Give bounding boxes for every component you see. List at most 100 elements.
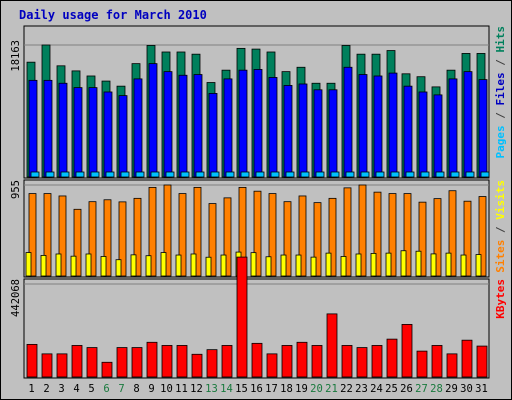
visits-bar — [85, 253, 92, 277]
x-tick-label: 15 — [235, 383, 248, 395]
sites-bar — [103, 199, 112, 277]
files-bar — [73, 87, 83, 178]
x-tick-label: 7 — [118, 383, 124, 395]
files-bar — [463, 71, 473, 178]
x-tick-label: 14 — [220, 383, 233, 395]
sites-bar — [403, 193, 412, 277]
x-tick-label: 21 — [325, 383, 338, 395]
sites-bar — [268, 193, 277, 277]
visits-bar — [385, 252, 392, 277]
sites-bar — [118, 201, 127, 277]
pages-bar — [375, 171, 385, 178]
sites-bar — [28, 193, 37, 277]
files-bar — [388, 72, 398, 178]
files-bar — [133, 78, 143, 178]
pages-bar — [450, 171, 460, 178]
kbytes-bar — [146, 341, 158, 378]
panel-2-ymax-label: 955 — [10, 180, 22, 199]
pages-bar — [465, 171, 475, 178]
kbytes-bar — [101, 361, 113, 378]
files-bar — [178, 74, 188, 178]
pages-bar — [210, 171, 220, 178]
x-tick-label: 18 — [280, 383, 293, 395]
pages-bar — [225, 171, 235, 178]
sites-bar — [343, 187, 352, 277]
files-bar — [448, 78, 458, 178]
kbytes-bar — [251, 342, 263, 378]
legend-label-part: Visits — [494, 180, 507, 220]
x-tick-label: 24 — [370, 383, 383, 395]
files-bar — [28, 79, 38, 178]
pages-bar — [270, 171, 280, 178]
visits-bar — [415, 250, 422, 277]
kbytes-bar — [56, 353, 68, 378]
x-tick-label: 23 — [355, 383, 368, 395]
visits-bar — [115, 259, 122, 277]
pages-bar — [435, 171, 445, 178]
files-bar — [433, 94, 443, 178]
files-bar — [88, 87, 98, 178]
x-tick-label: 26 — [400, 383, 413, 395]
x-tick-label: 17 — [265, 383, 278, 395]
x-tick-label: 13 — [205, 383, 218, 395]
panel-3-legend-label: KBytes — [494, 279, 507, 319]
kbytes-bar — [296, 341, 308, 378]
kbytes-bar — [461, 339, 473, 378]
x-tick-label: 11 — [175, 383, 188, 395]
pages-bar — [285, 171, 295, 178]
sites-bar — [418, 201, 427, 277]
visits-bar — [130, 254, 137, 277]
legend-label-part: Files — [494, 72, 507, 105]
x-tick-label: 12 — [190, 383, 203, 395]
files-bar — [103, 91, 113, 178]
legend-label-part: / — [494, 220, 507, 240]
kbytes-bar — [281, 345, 293, 378]
pages-bar — [150, 171, 160, 178]
kbytes-bar — [176, 345, 188, 378]
files-bar — [343, 66, 353, 178]
x-tick-label: 6 — [103, 383, 109, 395]
files-bar — [238, 69, 248, 178]
kbytes-bar — [446, 353, 458, 378]
visits-bar — [55, 253, 62, 277]
visits-bar — [475, 254, 482, 277]
visits-bar — [175, 254, 182, 277]
visits-bar — [40, 255, 47, 277]
x-tick-label: 20 — [310, 383, 323, 395]
files-bar — [163, 71, 173, 178]
files-bar — [223, 78, 233, 178]
kbytes-bar — [41, 353, 53, 378]
visits-bar — [145, 255, 152, 277]
kbytes-bar — [311, 345, 323, 378]
visits-bar — [430, 253, 437, 277]
visits-bar — [160, 252, 167, 277]
kbytes-bar — [206, 349, 218, 378]
visits-bar — [265, 256, 272, 277]
files-bar — [298, 83, 308, 178]
kbytes-bar — [386, 338, 398, 378]
pages-bar — [330, 171, 340, 178]
pages-bar — [345, 171, 355, 178]
kbytes-bar — [341, 345, 353, 378]
pages-bar — [135, 171, 145, 178]
pages-bar — [45, 171, 55, 178]
x-tick-label: 16 — [250, 383, 263, 395]
visits-bar — [25, 252, 32, 277]
kbytes-bar — [161, 345, 173, 378]
files-bar — [253, 69, 263, 178]
visits-bar — [190, 253, 197, 277]
sites-bar — [58, 195, 67, 277]
visits-bar — [295, 254, 302, 277]
sites-bar — [253, 190, 262, 277]
pages-bar — [405, 171, 415, 178]
visits-bar — [400, 250, 407, 277]
kbytes-bar — [416, 350, 428, 378]
pages-bar — [195, 171, 205, 178]
sites-bar — [283, 201, 292, 277]
files-bar — [193, 74, 203, 178]
legend-label-part: / — [494, 106, 507, 126]
sites-bar — [433, 198, 442, 277]
kbytes-bar — [431, 345, 443, 378]
visits-bar — [460, 254, 467, 277]
x-tick-label: 27 — [415, 383, 428, 395]
